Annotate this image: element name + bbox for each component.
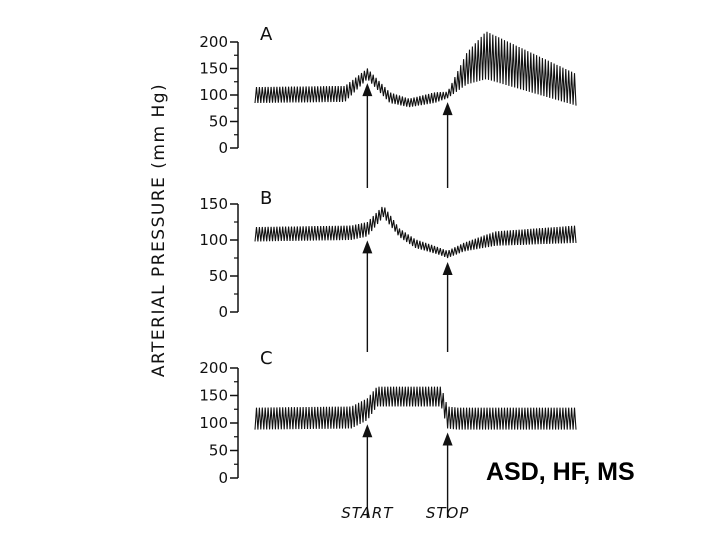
arrow-head — [442, 432, 453, 446]
event-markers: START STOP — [341, 504, 470, 522]
panel-label: C — [260, 348, 273, 369]
y-tick-label: 0 — [218, 303, 228, 321]
y-tick-label: 100 — [199, 86, 228, 104]
panel-b: 0 50 100 150 B — [199, 188, 577, 352]
pressure-trace — [254, 386, 577, 430]
y-tick-label: 150 — [199, 195, 228, 213]
arrow-head — [362, 424, 373, 438]
marker-label-stop: STOP — [426, 504, 470, 522]
arrow-head — [362, 240, 373, 254]
y-tick-label: 150 — [199, 387, 228, 405]
marker-label-start: START — [341, 504, 394, 522]
y-tick-label: 150 — [199, 60, 228, 78]
panel-a: 0 50 100 150 200 A — [199, 24, 577, 188]
caption-label: ASD, HF, MS — [486, 458, 635, 486]
pressure-trace — [254, 31, 577, 108]
y-axis-label-group: ARTERIAL PRESSURE (mm Hg) — [149, 83, 169, 377]
y-tick-label: 50 — [209, 113, 228, 131]
y-tick-label: 200 — [199, 33, 228, 51]
panel-c: 0 50 100 150 200 C — [199, 348, 577, 518]
panel-label: A — [260, 24, 273, 45]
y-tick-label: 50 — [209, 267, 228, 285]
chart-panels: 0 50 100 150 200 A 0 50 100 150 B 0 50 100 150 200 C — [199, 24, 577, 518]
arrow-head — [442, 262, 453, 275]
y-tick-label: 0 — [218, 469, 228, 487]
arrow-head — [442, 102, 453, 116]
y-axis-label: ARTERIAL PRESSURE (mm Hg) — [149, 83, 169, 377]
y-tick-label: 100 — [199, 231, 228, 249]
y-tick-label: 100 — [199, 414, 228, 432]
pressure-trace — [254, 206, 577, 259]
y-tick-label: 50 — [209, 442, 228, 460]
panel-label: B — [260, 188, 272, 209]
y-tick-label: 200 — [199, 359, 228, 377]
arrow-head — [362, 83, 373, 97]
y-tick-label: 0 — [218, 139, 228, 157]
